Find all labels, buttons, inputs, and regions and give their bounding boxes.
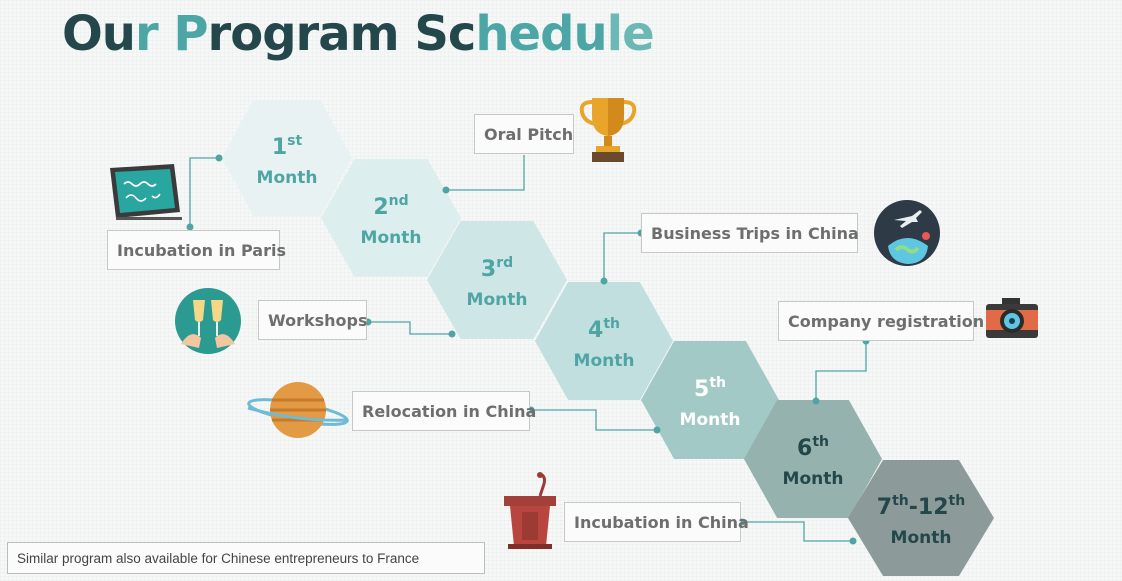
activity-label: Incubation in China [574, 512, 749, 532]
hexagon-shape [535, 282, 673, 400]
month-hexagon-7: 7th-12th Month [848, 460, 994, 576]
month-number: 6th [797, 434, 829, 461]
chalkboard-icon [110, 164, 182, 220]
month-label: Month [891, 528, 952, 548]
month-number: 5th [694, 375, 726, 402]
month-hexagon-3: 3rd Month [427, 221, 567, 339]
hexagon-shape [848, 460, 994, 576]
connector-line [603, 232, 641, 281]
airplane-globe-icon [874, 200, 940, 266]
connector-line [815, 341, 867, 401]
month-label: Month [467, 290, 528, 310]
month-number: 4th [588, 316, 620, 343]
month-label: Month [361, 228, 422, 248]
connector-dot [442, 186, 450, 194]
title-segment: hedu [475, 6, 607, 62]
trophy-icon [579, 98, 637, 162]
hexagon-shape [641, 341, 779, 459]
activity-oral-pitch: Oral Pitch [474, 114, 574, 154]
planet-icon [247, 382, 349, 438]
connector-dot [812, 397, 820, 405]
title-segment: le [606, 6, 655, 62]
month-number: 3rd [481, 255, 513, 282]
connector-dot [849, 537, 857, 545]
hexagon-shape [427, 221, 567, 339]
activity-workshops: Workshops [258, 300, 367, 340]
podium-icon [504, 472, 556, 549]
month-hexagon-2: 2nd Month [321, 159, 461, 277]
title-segment: rogram [207, 6, 415, 62]
month-hexagon-5: 5th Month [641, 341, 779, 459]
footnote-text: Similar program also available for Chine… [17, 550, 420, 566]
connector-dot [653, 426, 661, 434]
month-label: Month [257, 168, 318, 188]
connector-dot [448, 330, 456, 338]
activity-label: Business Trips in China [651, 223, 859, 243]
month-number: 7th-12th [877, 493, 965, 520]
activity-relocation-china: Relocation in China [352, 391, 536, 431]
footnote: Similar program also available for Chine… [7, 542, 485, 574]
activity-label: Company registration [788, 311, 985, 331]
camera-icon [986, 298, 1038, 338]
activity-label: Incubation in Paris [117, 240, 286, 260]
title-segment: Sc [414, 6, 476, 62]
activity-label: Workshops [268, 310, 368, 330]
month-hexagons: 1st Month 2nd Month 3rd Month 4th Month 5th Month… [222, 100, 994, 576]
hexagon-shape [321, 159, 461, 277]
connector-line [742, 521, 853, 542]
activity-company-registration: Company registration [778, 301, 984, 341]
connector-line [368, 321, 452, 335]
month-label: Month [574, 351, 635, 371]
month-hexagon-1: 1st Month [222, 100, 352, 216]
page-title: Our Program Schedule [62, 6, 655, 62]
month-hexagon-4: 4th Month [535, 282, 673, 400]
cheers-glasses-icon [175, 288, 241, 354]
month-hexagon-6: 6th Month [744, 400, 882, 518]
connector-lines [189, 155, 867, 542]
activity-incubation-china: Incubation in China [564, 502, 749, 542]
month-number: 2nd [373, 193, 408, 220]
connector-dot [215, 154, 223, 162]
month-number: 1st [272, 133, 303, 160]
connector-line [446, 155, 525, 191]
activity-label: Oral Pitch [484, 124, 574, 144]
hexagon-shape [222, 100, 352, 216]
activity-label: Relocation in China [362, 401, 537, 421]
month-label: Month [783, 469, 844, 489]
activity-incubation-paris: Incubation in Paris [107, 230, 286, 270]
connector-line [189, 157, 219, 227]
title-segment: r P [134, 6, 209, 62]
month-label: Month [680, 410, 741, 430]
title-segment: Ou [62, 6, 136, 62]
connector-line [531, 409, 657, 431]
connector-dot [186, 223, 194, 231]
hexagon-shape [744, 400, 882, 518]
activity-business-trips: Business Trips in China [641, 213, 859, 253]
connector-dot [600, 277, 608, 285]
